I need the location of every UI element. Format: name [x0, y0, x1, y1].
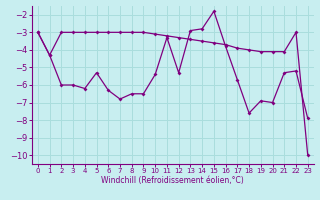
X-axis label: Windchill (Refroidissement éolien,°C): Windchill (Refroidissement éolien,°C) — [101, 176, 244, 185]
